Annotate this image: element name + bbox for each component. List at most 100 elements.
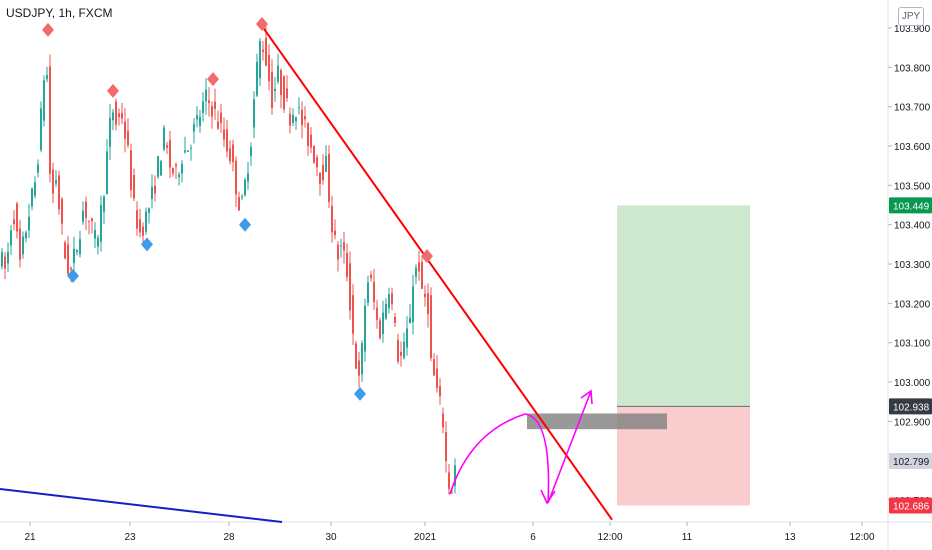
candle-body	[244, 179, 246, 196]
candle-body	[193, 124, 195, 132]
y-tick-label: 103.000	[894, 378, 931, 389]
candle-body	[46, 75, 48, 80]
candle-body	[64, 242, 66, 259]
candle-body	[388, 294, 390, 309]
projection-zone[interactable]	[527, 413, 667, 430]
candle-body	[448, 472, 450, 489]
candle-body	[412, 286, 414, 323]
swing-high-marker[interactable]	[256, 17, 268, 32]
candle-body	[175, 164, 177, 167]
y-tick-label: 103.200	[894, 299, 931, 310]
candle-body	[1, 252, 3, 267]
candle-body	[157, 156, 159, 177]
candle-body	[178, 174, 180, 178]
candle-body	[19, 228, 21, 260]
y-tick-label: 103.300	[894, 260, 931, 271]
candle-body	[421, 262, 423, 289]
arrow-head-up-icon	[580, 389, 593, 405]
candle-body	[274, 88, 276, 92]
candle-body	[97, 237, 99, 247]
price-label-text: 102.686	[893, 502, 930, 513]
candle-body	[253, 99, 255, 128]
plot-area[interactable]	[0, 0, 888, 522]
candle-body	[85, 201, 87, 218]
down-trendline[interactable]	[261, 25, 613, 521]
candle-body	[337, 244, 339, 260]
target-zone[interactable]	[617, 205, 750, 407]
candle-body	[115, 101, 117, 125]
y-axis[interactable]: 103.900 103.800 103.700 103.600 103.500 103.4…	[888, 24, 931, 507]
candle-body	[247, 173, 249, 182]
x-tick-label: 13	[784, 532, 796, 543]
y-tick-label: 103.700	[894, 103, 931, 114]
candle-body	[256, 61, 258, 96]
x-tick-label: 12:00	[597, 532, 622, 543]
candle-body	[268, 54, 270, 82]
projection-arrows[interactable]	[449, 389, 593, 505]
y-tick-label: 103.900	[894, 24, 931, 35]
candle-body	[160, 161, 162, 176]
candle-body	[352, 295, 354, 334]
candle-body	[187, 150, 189, 152]
candles	[1, 25, 456, 495]
candle-body	[400, 351, 402, 356]
candle-body	[301, 109, 303, 126]
price-label-gray: 102.799	[889, 453, 932, 470]
candle-body	[367, 282, 369, 303]
candle-body	[10, 230, 12, 246]
candle-body	[16, 203, 18, 232]
candle-body	[133, 174, 135, 199]
candle-body	[199, 116, 201, 126]
candle-body	[322, 164, 324, 181]
swing-high-marker[interactable]	[421, 249, 433, 264]
candle-body	[127, 131, 129, 146]
candle-body	[358, 360, 360, 376]
candle-body	[184, 150, 186, 153]
swing-low-marker[interactable]	[239, 217, 251, 232]
support-line[interactable]	[0, 488, 283, 523]
candle-body	[49, 66, 51, 174]
symbol-title: USDJPY, 1h, FXCM	[6, 6, 113, 20]
swing-low-marker[interactable]	[67, 268, 79, 283]
candle-body	[295, 117, 297, 122]
swing-low-marker[interactable]	[141, 237, 153, 252]
candle-body	[355, 343, 357, 369]
price-label-dark: 102.938	[889, 398, 932, 415]
candle-body	[343, 242, 345, 251]
candle-body	[112, 112, 114, 121]
swing-high-marker[interactable]	[42, 22, 54, 37]
candle-body	[7, 251, 9, 264]
price-label-red: 102.686	[889, 497, 932, 514]
candle-body	[58, 175, 60, 210]
y-tick-label: 103.800	[894, 63, 931, 74]
y-tick-label: 103.500	[894, 181, 931, 192]
candle-body	[214, 101, 216, 109]
candle-body	[103, 196, 105, 212]
candle-body	[100, 205, 102, 242]
candle-body	[304, 116, 306, 120]
candle-body	[328, 154, 330, 203]
candle-body	[403, 341, 405, 358]
candle-body	[55, 179, 57, 184]
candle-body	[370, 274, 372, 279]
candle-body	[109, 117, 111, 147]
swing-low-marker[interactable]	[354, 386, 366, 401]
x-tick-label: 11	[682, 532, 693, 543]
candle-body	[139, 219, 141, 233]
candle-body	[271, 71, 273, 109]
swing-high-marker[interactable]	[107, 83, 119, 98]
x-axis[interactable]: 21 23 28 30 2021 6 12:00 11 13 12:00	[24, 522, 875, 543]
candle-body	[40, 108, 42, 150]
candle-body	[262, 49, 264, 52]
candle-body	[67, 244, 69, 274]
swing-high-marker[interactable]	[207, 72, 219, 87]
candle-body	[280, 70, 282, 96]
candle-body	[208, 100, 210, 104]
candle-body	[424, 293, 426, 298]
projection-up-line	[547, 390, 592, 504]
candle-body	[382, 312, 384, 335]
candle-body	[433, 359, 435, 376]
candle-body	[172, 168, 174, 174]
currency-badge[interactable]: JPY	[898, 7, 924, 26]
